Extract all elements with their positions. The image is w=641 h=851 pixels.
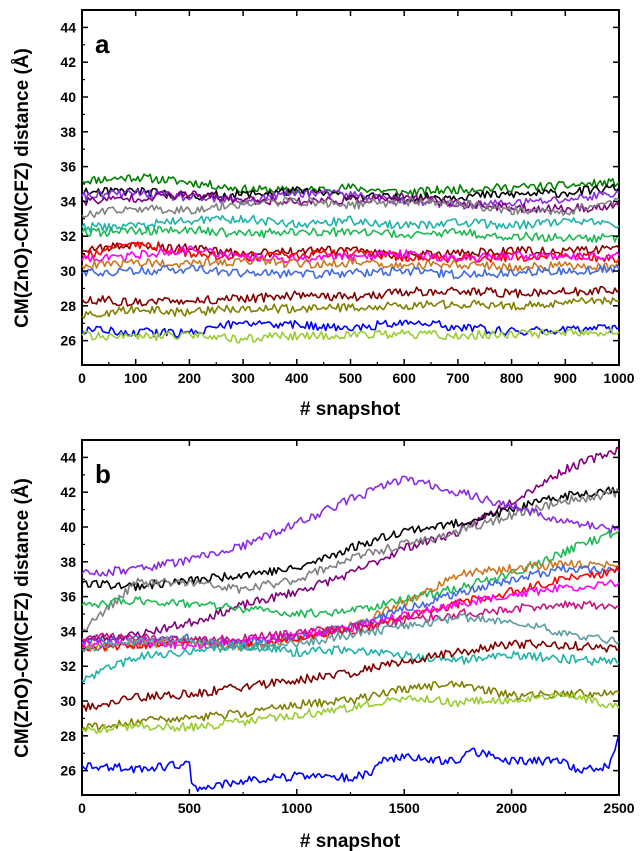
panel-b-x-tick-label: 2000 [496,800,527,816]
panel-b-series-layer [81,446,620,793]
panel-b-x-tick-label: 0 [78,800,86,816]
panel-a-x-axis-title: # snapshot [300,399,401,420]
panel-b-y-tick-label: 28 [60,728,76,744]
panel-b-frame [81,439,620,796]
panel-a-series-10-line [81,245,620,264]
panel-a-series-1-line [81,173,620,197]
panel-b-series-10-line [81,600,620,646]
panel-a-x-tick-label: 0 [78,370,86,386]
panel-b: 0 500 1000 1500 2000 2500 26 28 30 32 34 36 38 40 42 44… [12,439,635,851]
panel-a-y-tick-label: 40 [60,89,76,105]
panel-b-y-tick-label: 42 [60,484,76,500]
panel-a-label: a [95,29,110,59]
panel-a-series-layer [81,173,620,344]
panel-a-x-tick-label: 100 [124,370,148,386]
panel-b-y-axis-title: CM(ZnO)-CM(CFZ) distance (Å) [12,478,33,758]
panel-b-y-tick-label: 32 [60,658,76,674]
panel-a-series-8-line [81,241,620,260]
panel-b-x-tick-label: 500 [178,800,202,816]
panel-a-series-12-line [81,264,620,280]
panel-b-x-axis-title: # snapshot [300,831,401,851]
panel-a-series-5-line [81,196,620,219]
panel-a-x-tick-label: 300 [231,370,255,386]
panel-a-x-tick-label: 700 [446,370,470,386]
panel-a-y-tick-label: 38 [60,124,76,140]
panel-a-x-tick-label: 400 [285,370,309,386]
panel-b-series-12-line [81,640,620,683]
panel-a-x-tick-label: 600 [393,370,417,386]
panel-a: 0 100 200 300 400 500 600 700 800 900 1000 26 28 30 32… [12,9,635,420]
panel-b-series-5-line [81,529,620,619]
panel-b-y-tick-label: 40 [60,519,76,535]
panel-b-series-11-line [81,612,620,653]
panel-a-axis-layer: 0 100 200 300 400 500 600 700 800 900 1000 26 28 30 32… [60,10,635,386]
panel-a-series-13-line [81,285,620,307]
panel-a-x-tick-label: 200 [178,370,202,386]
panel-a-series-11-line [81,256,620,272]
panel-b-x-tick-label: 2500 [603,800,634,816]
panel-b-x-tick-label: 1500 [389,800,420,816]
panel-a-x-tick-label: 500 [339,370,363,386]
panel-b-y-tick-label: 38 [60,554,76,570]
panel-a-y-tick-label: 32 [60,228,76,244]
panel-b-series-16-line [81,733,620,793]
panel-b-label: b [95,459,111,489]
panel-a-y-tick-label: 44 [60,19,76,35]
panel-b-y-tick-label: 30 [60,693,76,709]
panel-a-y-tick-label: 26 [60,333,76,349]
panel-b-y-tick-label: 36 [60,589,76,605]
panel-b-series-15-line [81,691,620,735]
panel-a-y-tick-label: 42 [60,54,76,70]
panel-a-series-9-line [81,241,620,264]
panel-a-series-7-line [81,225,620,243]
panel-a-series-16-line [81,327,620,344]
panel-b-x-tick-label: 1000 [281,800,312,816]
panel-b-series-7-line [81,564,620,648]
panel-a-y-tick-label: 34 [60,193,76,209]
panel-b-series-4-line [81,475,620,577]
panel-a-x-tick-label: 900 [554,370,578,386]
panel-b-y-tick-label: 26 [60,763,76,779]
panel-a-y-axis-title: CM(ZnO)-CM(CFZ) distance (Å) [12,48,33,328]
panel-a-y-tick-label: 28 [60,298,76,314]
panel-a-series-6-line [81,214,620,233]
panel-a-x-tick-label: 800 [500,370,524,386]
panel-a-series-14-line [81,296,620,319]
panel-a-x-tick-label: 1000 [603,370,634,386]
panel-b-y-tick-label: 34 [60,623,76,639]
panel-b-series-13-line [81,639,620,712]
panel-b-series-14-line [81,680,620,732]
panel-b-series-1-line [81,446,620,643]
panel-a-y-tick-label: 30 [60,263,76,279]
panel-b-axis-layer: 0 500 1000 1500 2000 2500 26 28 30 32 34 36 38 40 42 44 [60,440,635,816]
panel-b-series-2-line [81,486,620,592]
panel-b-y-tick-label: 44 [60,449,76,465]
panel-a-y-tick-label: 36 [60,159,76,175]
